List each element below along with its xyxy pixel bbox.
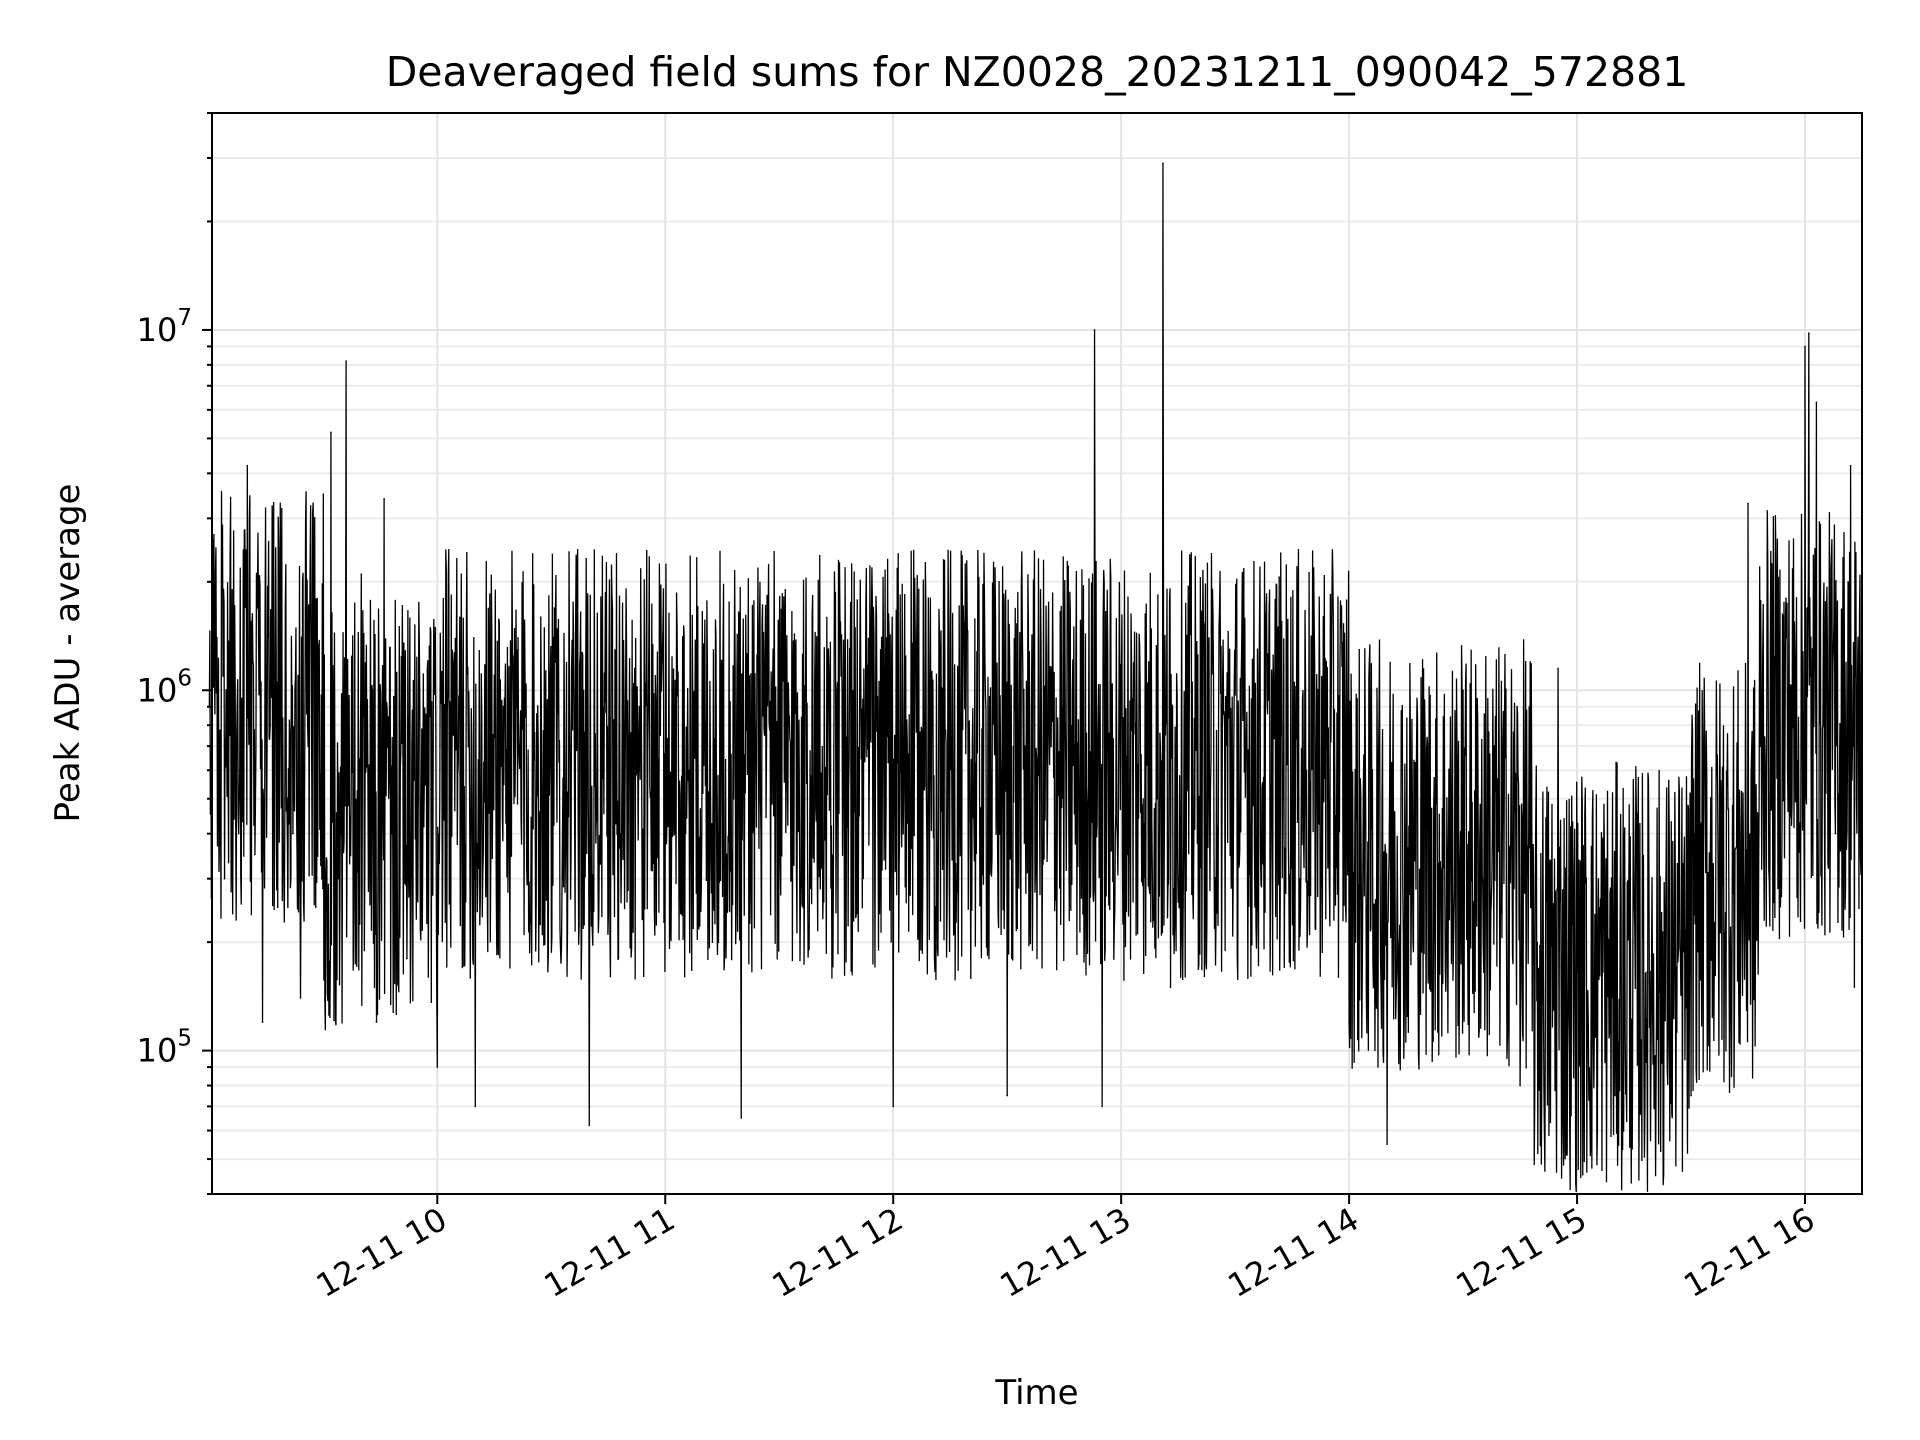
data-point [1272,654,1274,657]
data-point [231,589,233,591]
data-point [337,877,340,880]
data-point [368,769,370,772]
data-point [352,906,355,909]
y-tick-label: 106 [137,665,192,709]
x-axis-label: Time [994,1373,1078,1413]
data-point [1808,332,1810,334]
data-point [398,626,401,628]
data-point [345,360,347,362]
series-layer [208,162,1863,1192]
data-point [455,660,458,663]
data-point [474,1105,477,1108]
data-point [1348,1021,1350,1023]
data-point [892,1105,894,1108]
data-point [1728,941,1730,943]
data-point [911,642,913,645]
data-point [588,1124,591,1127]
series-line [208,163,1863,1192]
data-point [778,648,781,651]
data-point [417,797,420,800]
data-point [406,957,408,960]
data-point [322,493,325,496]
data-point [292,832,294,835]
data-point [1462,689,1464,692]
data-point [269,724,271,726]
data-point [1101,1105,1103,1108]
data-point [299,997,302,999]
data-point [375,1021,378,1023]
data-point [216,636,218,639]
data-point [1690,1094,1692,1097]
data-point [1557,667,1559,670]
data-point [1849,464,1852,467]
data-point [383,497,385,500]
data-point [1815,401,1818,404]
y-tick-label: 107 [137,305,192,349]
data-point [645,636,648,639]
chart-title: Deaveraged field sums for NZ0028_2023121… [386,48,1689,96]
data-point [1747,502,1749,505]
y-tick-label: 105 [137,1026,192,1070]
data-point [1386,1143,1388,1145]
data-point [1853,986,1856,988]
data-point [1006,1094,1008,1097]
y-axis-label: Peak ADU - average [48,484,88,823]
data-point [1834,832,1837,835]
data-point [360,573,363,575]
data-point [223,877,226,880]
data-point [1804,345,1806,348]
data-point [284,606,287,609]
data-point [330,431,332,434]
data-point [493,674,496,677]
data-point [1162,162,1164,165]
plot-frame [211,112,1863,1195]
data-point [1519,1084,1521,1087]
data-point [307,745,309,747]
data-point [276,906,279,909]
data-point [1785,597,1787,600]
data-point [254,853,256,856]
data-point [1093,329,1096,331]
data-point [238,769,241,772]
data-point [314,906,317,909]
data-point [390,832,393,835]
data-point [1614,1094,1616,1097]
data-point [261,1021,264,1023]
data-point [436,1066,439,1068]
data-point [246,464,249,467]
data-point [740,1117,743,1119]
data-point [1169,986,1172,988]
